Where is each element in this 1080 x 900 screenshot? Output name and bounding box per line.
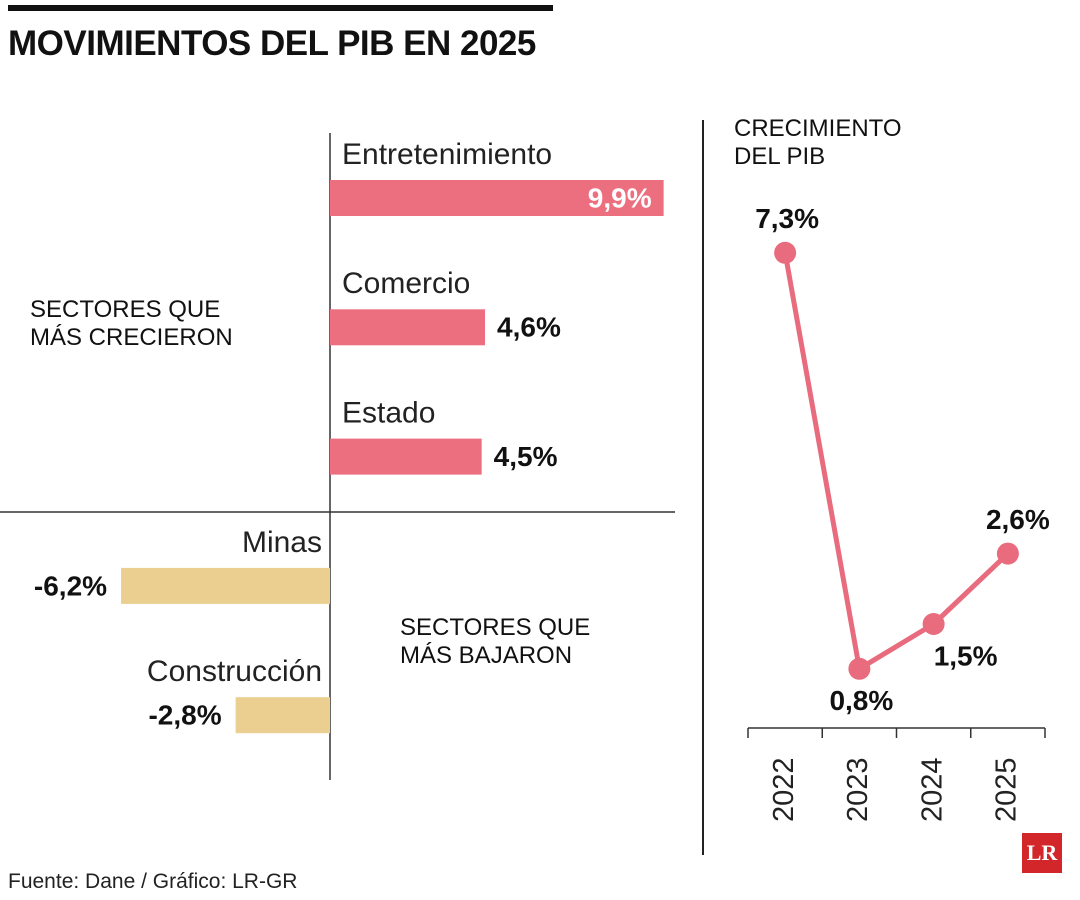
line-chart-title: CRECIMIENTO DEL PIB bbox=[734, 115, 902, 170]
category-label: Construcción bbox=[147, 655, 322, 688]
top-rule bbox=[8, 5, 553, 11]
value-label: 4,5% bbox=[494, 441, 558, 472]
category-label: Minas bbox=[242, 526, 322, 559]
page-title: MOVIMIENTOS DEL PIB EN 2025 bbox=[8, 24, 536, 63]
bar bbox=[121, 567, 330, 604]
source: Fuente: Dane / Gráfico: LR-GR bbox=[8, 870, 298, 893]
point bbox=[848, 657, 871, 680]
point bbox=[996, 542, 1019, 565]
annotation: SECTORES QUE MÁS BAJARON bbox=[400, 614, 591, 669]
category-label: Estado bbox=[342, 397, 435, 430]
point bbox=[922, 613, 945, 635]
value-label: 7,3% bbox=[755, 203, 819, 234]
value-label: -6,2% bbox=[34, 570, 107, 601]
bar bbox=[330, 309, 486, 346]
bar bbox=[330, 180, 664, 216]
logo: LR bbox=[1022, 833, 1062, 873]
value-label: -2,8% bbox=[148, 700, 221, 731]
category-label: Comercio bbox=[342, 267, 470, 300]
x-tick-label: 2024 bbox=[916, 757, 948, 822]
x-tick-label: 2025 bbox=[991, 757, 1023, 822]
line bbox=[782, 252, 1010, 672]
value-label: 4,6% bbox=[497, 312, 561, 343]
bar bbox=[235, 697, 330, 734]
annotation: SECTORES QUE MÁS CRECIERON bbox=[30, 296, 233, 351]
value-label: 2,6% bbox=[986, 504, 1050, 535]
x-tick-label: 2023 bbox=[842, 757, 874, 822]
point bbox=[774, 241, 797, 264]
x-tick-label: 2022 bbox=[768, 757, 800, 822]
value-label: 1,5% bbox=[934, 640, 998, 671]
value-label: 9,9% bbox=[588, 182, 652, 213]
value-label: 0,8% bbox=[829, 685, 893, 716]
category-label: Entretenimiento bbox=[342, 138, 552, 171]
bar bbox=[330, 438, 482, 475]
